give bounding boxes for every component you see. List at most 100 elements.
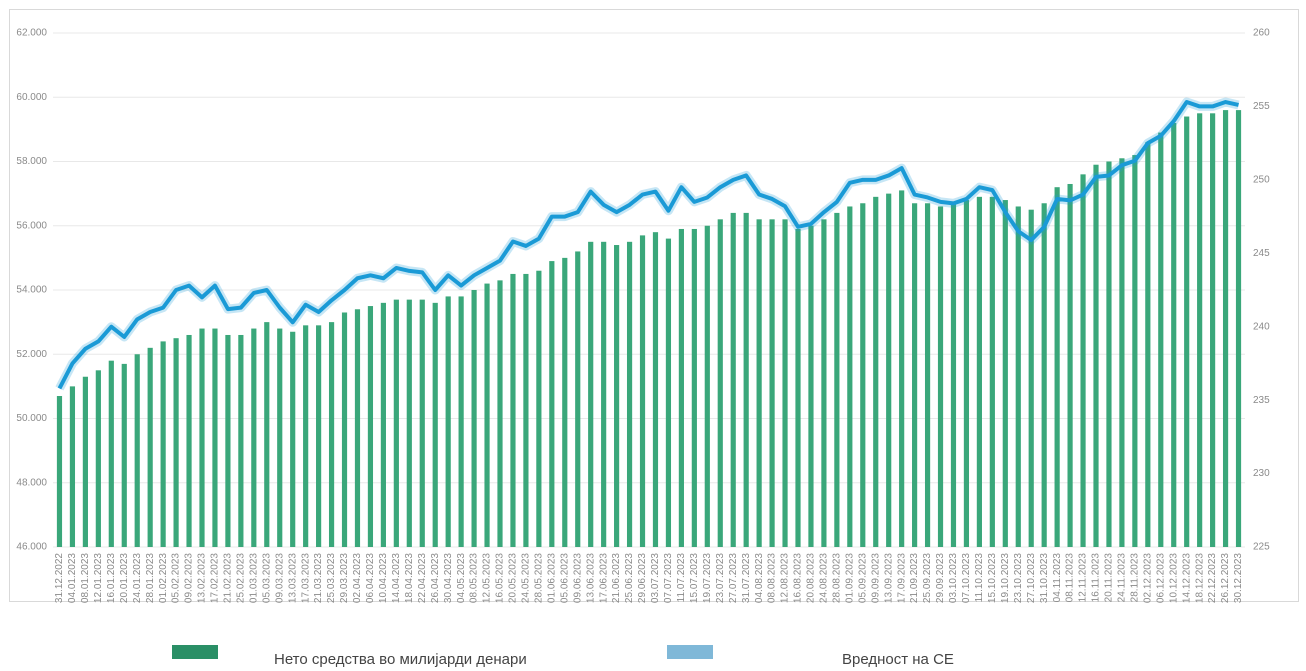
bar (303, 325, 309, 547)
x-tick-label: 10.04.2023 (378, 553, 389, 603)
bar (588, 241, 594, 547)
line (57, 100, 1239, 390)
x-tick-label: 28.11.2023 (1130, 553, 1141, 603)
bar (1222, 110, 1229, 547)
bar (1080, 174, 1086, 547)
bar (808, 225, 814, 547)
x-tick-label: 29.03.2023 (339, 553, 350, 603)
legend-swatch (172, 645, 218, 659)
x-tick-label: 12.11.2023 (1078, 553, 1089, 603)
x-tick-label: 24.01.2023 (132, 553, 143, 603)
y2-tick-label: 235 (1253, 395, 1270, 406)
y2-tick-label: 250 (1253, 174, 1270, 185)
x-tick-label: 13.09.2023 (883, 553, 894, 603)
bar (626, 241, 633, 547)
x-tick-label: 01.03.2023 (248, 553, 259, 603)
bar (717, 219, 723, 547)
y-tick-label: 58.000 (16, 156, 47, 167)
x-tick-label: 28.01.2023 (145, 553, 156, 603)
x-tick-label: 12.01.2023 (93, 553, 104, 603)
bar (251, 328, 257, 547)
y2-tick-label: 245 (1253, 248, 1270, 259)
x-tick-label: 16.01.2023 (106, 553, 117, 603)
x-tick-label: 25.02.2023 (236, 553, 247, 603)
x-tick-label: 09.02.2023 (184, 553, 195, 603)
bar (834, 212, 840, 547)
bar (924, 203, 931, 547)
x-tick-label: 20.08.2023 (806, 553, 817, 603)
bar (704, 225, 710, 547)
x-tick-label: 14.12.2023 (1181, 553, 1192, 603)
x-tick-label: 20.11.2023 (1104, 553, 1115, 603)
x-tick-label: 23.07.2023 (715, 553, 726, 603)
bar (108, 360, 114, 547)
bar (912, 203, 918, 547)
x-tick-label: 01.02.2023 (158, 553, 169, 603)
bar (393, 299, 399, 547)
bar (134, 354, 140, 547)
y-tick-label: 56.000 (16, 220, 47, 231)
x-tick-label: 13.03.2023 (287, 553, 298, 603)
x-tick-label: 22.04.2023 (417, 553, 428, 603)
bar (69, 386, 76, 547)
legend-swatch (667, 645, 713, 659)
x-tick-label: 31.12.2022 (54, 553, 65, 603)
bar (730, 212, 736, 547)
x-tick-label: 20.01.2023 (119, 553, 130, 603)
bar (601, 241, 607, 547)
x-tick-label: 26.12.2023 (1220, 553, 1231, 603)
bar (56, 396, 63, 547)
y-tick-label: 60.000 (16, 92, 47, 103)
bar (1132, 155, 1138, 547)
bar (186, 334, 192, 547)
bar (290, 331, 296, 547)
x-tick-label: 29.06.2023 (637, 553, 648, 603)
bar (1015, 206, 1021, 547)
bar (886, 193, 892, 547)
bar (82, 376, 88, 547)
bar (691, 228, 697, 547)
x-tick-label: 01.09.2023 (844, 553, 855, 603)
x-tick-label: 04.01.2023 (67, 553, 78, 603)
bar (432, 302, 438, 547)
x-tick-label: 05.03.2023 (261, 553, 272, 603)
x-tick-label: 02.04.2023 (352, 553, 363, 603)
bar (795, 228, 801, 547)
bar (173, 338, 179, 547)
x-tick-label: 21.03.2023 (313, 553, 324, 603)
x-tick-label: 27.10.2023 (1026, 553, 1037, 603)
x-tick-label: 04.05.2023 (456, 553, 467, 603)
bar (406, 299, 412, 547)
bar (575, 251, 581, 547)
bar (497, 280, 503, 547)
x-tick-label: 02.12.2023 (1142, 553, 1153, 603)
y2-tick-label: 255 (1253, 101, 1270, 112)
bar (328, 322, 335, 547)
x-tick-label: 31.10.2023 (1039, 553, 1050, 603)
bar (769, 219, 775, 547)
bar (1210, 113, 1216, 547)
bar (756, 219, 762, 547)
bar (199, 328, 205, 547)
bar (1145, 142, 1151, 547)
x-tick-label: 09.03.2023 (274, 553, 285, 603)
x-tick-label: 07.10.2023 (961, 553, 972, 603)
legend-label: Вредност на СЕ (842, 651, 954, 668)
x-tick-label: 18.12.2023 (1194, 553, 1205, 603)
x-tick-label: 19.07.2023 (702, 553, 713, 603)
bar (1093, 164, 1099, 547)
bar (341, 312, 348, 547)
bar (316, 325, 322, 547)
bar (354, 309, 361, 547)
x-tick-label: 17.02.2023 (210, 553, 221, 603)
bar (847, 206, 853, 547)
bar (1041, 203, 1047, 547)
x-tick-label: 15.07.2023 (689, 553, 700, 603)
x-tick-label: 03.07.2023 (650, 553, 661, 603)
x-tick-label: 08.08.2023 (767, 553, 778, 603)
y2-tick-label: 260 (1253, 28, 1270, 39)
bar (873, 196, 879, 547)
x-tick-label: 09.09.2023 (870, 553, 881, 603)
x-tick-label: 30.12.2023 (1233, 553, 1244, 603)
x-tick-label: 25.09.2023 (922, 553, 933, 603)
